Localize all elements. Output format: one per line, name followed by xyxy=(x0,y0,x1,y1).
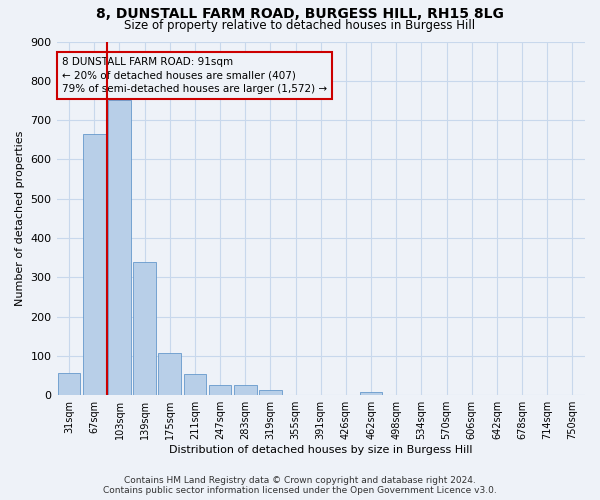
Bar xyxy=(184,374,206,395)
Bar xyxy=(259,390,282,395)
X-axis label: Distribution of detached houses by size in Burgess Hill: Distribution of detached houses by size … xyxy=(169,445,473,455)
Bar xyxy=(360,392,382,395)
Text: 8, DUNSTALL FARM ROAD, BURGESS HILL, RH15 8LG: 8, DUNSTALL FARM ROAD, BURGESS HILL, RH1… xyxy=(96,8,504,22)
Y-axis label: Number of detached properties: Number of detached properties xyxy=(15,130,25,306)
Text: Size of property relative to detached houses in Burgess Hill: Size of property relative to detached ho… xyxy=(124,18,476,32)
Bar xyxy=(234,386,257,395)
Bar xyxy=(209,384,232,395)
Bar xyxy=(133,262,156,395)
Bar xyxy=(58,373,80,395)
Text: Contains HM Land Registry data © Crown copyright and database right 2024.
Contai: Contains HM Land Registry data © Crown c… xyxy=(103,476,497,495)
Bar xyxy=(158,353,181,395)
Text: 8 DUNSTALL FARM ROAD: 91sqm
← 20% of detached houses are smaller (407)
79% of se: 8 DUNSTALL FARM ROAD: 91sqm ← 20% of det… xyxy=(62,58,327,94)
Bar xyxy=(83,134,106,395)
Bar xyxy=(108,100,131,395)
